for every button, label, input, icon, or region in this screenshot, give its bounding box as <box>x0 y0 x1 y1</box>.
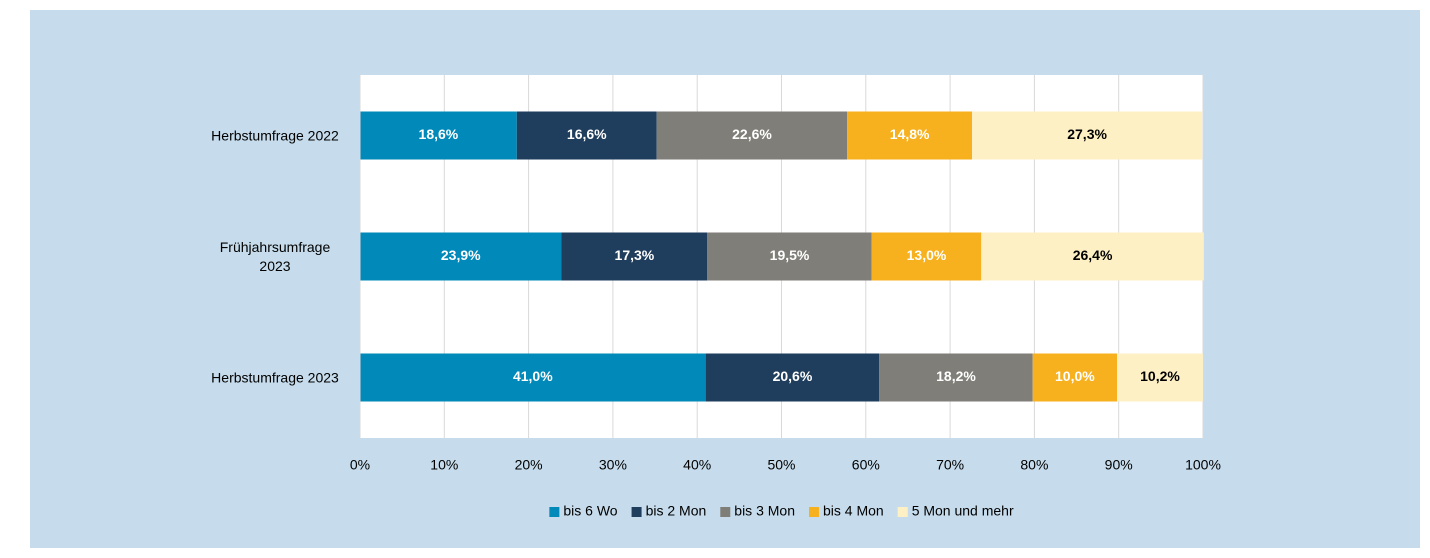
data-label: 17,3% <box>615 247 655 263</box>
bar-segment <box>707 232 872 281</box>
legend-swatch <box>808 507 819 517</box>
data-label: 10,2% <box>1140 368 1180 384</box>
bar-segment <box>1032 353 1118 402</box>
legend-label: bis 4 Mon <box>823 503 884 519</box>
data-label: 14,8% <box>890 126 930 142</box>
legend-label: 5 Mon und mehr <box>912 503 1014 519</box>
data-label: 22,6% <box>732 126 772 142</box>
legend-swatch <box>897 507 908 517</box>
bar-segment <box>360 111 517 160</box>
data-label: 10,0% <box>1055 368 1095 384</box>
bar-segment <box>879 353 1033 402</box>
legend-label: bis 6 Wo <box>563 503 617 519</box>
x-tick-label: 100% <box>1185 457 1221 473</box>
x-tick-label: 10% <box>430 457 458 473</box>
data-label: 26,4% <box>1073 247 1113 263</box>
bar-segment <box>656 111 848 160</box>
legend-swatch <box>549 507 560 517</box>
bar-segment <box>360 232 562 281</box>
data-label: 27,3% <box>1067 126 1107 142</box>
legend-label: bis 3 Mon <box>734 503 795 519</box>
bar-segment <box>972 111 1203 160</box>
data-label: 20,6% <box>773 368 813 384</box>
data-label: 18,2% <box>936 368 976 384</box>
x-tick-label: 20% <box>515 457 543 473</box>
bar-segment <box>561 232 708 281</box>
data-label: 23,9% <box>441 247 481 263</box>
data-label: 16,6% <box>567 126 607 142</box>
x-tick-label: 90% <box>1105 457 1133 473</box>
x-tick-label: 60% <box>852 457 880 473</box>
y-tick-label: Herbstumfrage 2023 <box>211 369 339 385</box>
legend-swatch <box>720 507 731 517</box>
x-tick-label: 70% <box>936 457 964 473</box>
bar-segment <box>360 353 706 402</box>
x-tick-label: 0% <box>350 457 370 473</box>
legend-swatch <box>631 507 642 517</box>
data-label: 18,6% <box>419 126 459 142</box>
bar-segment <box>847 111 973 160</box>
y-tick-label: Frühjahrsumfrage 2023 <box>219 238 331 274</box>
bar-segment <box>871 232 982 281</box>
bar-segment <box>1117 353 1203 402</box>
x-tick-label: 50% <box>767 457 795 473</box>
x-tick-label: 80% <box>1020 457 1048 473</box>
data-label: 13,0% <box>907 247 947 263</box>
y-tick-label: Herbstumfrage 2022 <box>211 127 339 143</box>
x-tick-label: 30% <box>599 457 627 473</box>
data-label: 41,0% <box>513 368 553 384</box>
bar-segment <box>516 111 657 160</box>
bar-segment <box>981 232 1204 281</box>
legend-label: bis 2 Mon <box>646 503 707 519</box>
bar-segment <box>705 353 880 402</box>
x-tick-label: 40% <box>683 457 711 473</box>
data-label: 19,5% <box>770 247 810 263</box>
